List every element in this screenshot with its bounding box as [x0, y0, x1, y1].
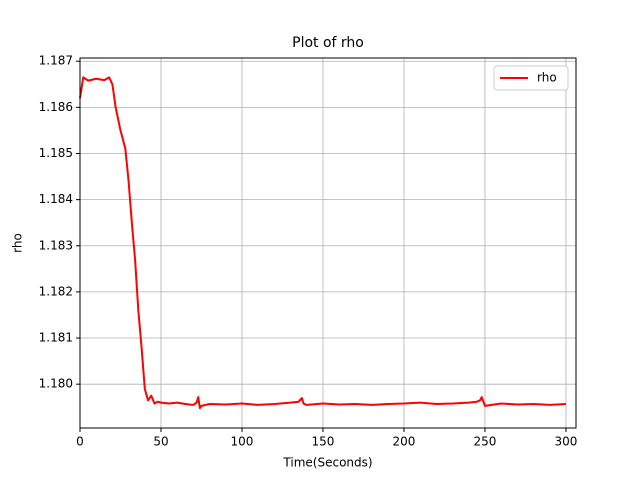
y-tick-label: 1.187	[39, 54, 73, 68]
y-tick-label: 1.182	[39, 284, 73, 298]
x-tick-label: 100	[231, 435, 254, 449]
y-tick-label: 1.181	[39, 331, 73, 345]
x-tick-label: 200	[393, 435, 416, 449]
x-tick-label: 300	[555, 435, 578, 449]
y-tick-label: 1.183	[39, 238, 73, 252]
y-tick-label: 1.184	[39, 192, 73, 206]
x-tick-label: 0	[76, 435, 84, 449]
x-tick-label: 50	[153, 435, 168, 449]
y-tick-label: 1.180	[39, 377, 73, 391]
y-tick-label: 1.185	[39, 146, 73, 160]
y-axis-label: rho	[11, 233, 25, 253]
chart-title: Plot of rho	[292, 35, 364, 51]
x-tick-label: 150	[312, 435, 335, 449]
x-axis-label: Time(Seconds)	[282, 456, 372, 470]
x-tick-label: 250	[474, 435, 497, 449]
legend-label: rho	[537, 71, 557, 85]
y-tick-label: 1.186	[39, 100, 73, 114]
plot-frame	[79, 57, 577, 429]
legend-box	[493, 65, 569, 91]
data-line	[79, 76, 567, 410]
